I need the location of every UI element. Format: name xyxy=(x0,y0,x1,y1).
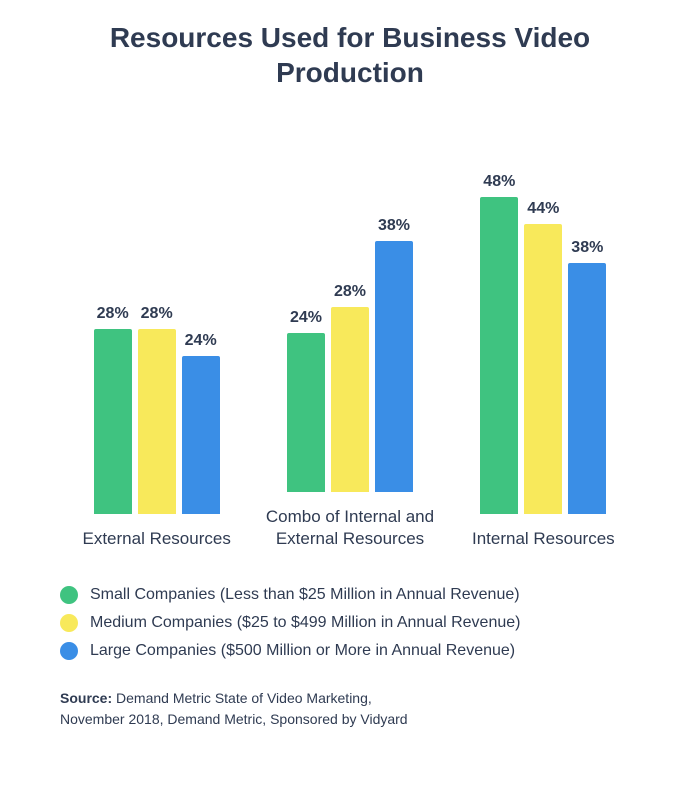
bar-label: 28% xyxy=(141,305,173,323)
source-line2: November 2018, Demand Metric, Sponsored … xyxy=(60,711,408,727)
bar-external-medium: 28% xyxy=(138,154,176,514)
legend-swatch-icon xyxy=(60,586,78,604)
bar xyxy=(568,263,606,514)
bar-group-combo: 24% 28% 38% Combo of Internal and Extern… xyxy=(253,132,446,550)
bars-external: 28% 28% 24% xyxy=(94,154,220,514)
legend-item-large: Large Companies ($500 Million or More in… xyxy=(60,642,650,660)
bar-external-small: 28% xyxy=(94,154,132,514)
legend-label: Small Companies (Less than $25 Million i… xyxy=(90,586,520,604)
bar-label: 28% xyxy=(97,305,129,323)
legend-swatch-icon xyxy=(60,614,78,632)
bar-label: 44% xyxy=(527,200,559,218)
bar xyxy=(138,329,176,514)
bar-group-external: 28% 28% 24% External Resources xyxy=(60,154,253,550)
bar xyxy=(182,356,220,514)
bar-label: 48% xyxy=(483,173,515,191)
group-label: Internal Resources xyxy=(472,528,615,550)
legend-item-medium: Medium Companies ($25 to $499 Million in… xyxy=(60,614,650,632)
bar xyxy=(287,333,325,491)
chart-plot-area: 28% 28% 24% External Resources 24% 28% xyxy=(50,130,650,550)
bar xyxy=(480,197,518,514)
bar-internal-medium: 44% xyxy=(524,154,562,514)
bar-internal-large: 38% xyxy=(568,154,606,514)
bar-label: 38% xyxy=(378,217,410,235)
legend-label: Medium Companies ($25 to $499 Million in… xyxy=(90,614,520,632)
legend: Small Companies (Less than $25 Million i… xyxy=(50,586,650,660)
legend-item-small: Small Companies (Less than $25 Million i… xyxy=(60,586,650,604)
source-line1: Demand Metric State of Video Marketing, xyxy=(112,690,372,706)
bar-label: 24% xyxy=(185,332,217,350)
chart-title: Resources Used for Business Video Produc… xyxy=(50,20,650,90)
bar xyxy=(94,329,132,514)
bar xyxy=(375,241,413,492)
bar xyxy=(524,224,562,514)
source-citation: Source: Demand Metric State of Video Mar… xyxy=(50,688,650,730)
group-label: Combo of Internal and External Resources xyxy=(260,506,440,550)
bar-label: 38% xyxy=(571,239,603,257)
bar-external-large: 24% xyxy=(182,154,220,514)
bar-combo-small: 24% xyxy=(287,132,325,492)
bars-internal: 48% 44% 38% xyxy=(480,154,606,514)
source-label: Source: xyxy=(60,690,112,706)
group-label: External Resources xyxy=(82,528,230,550)
bar-label: 24% xyxy=(290,309,322,327)
bars-combo: 24% 28% 38% xyxy=(287,132,413,492)
bar-combo-large: 38% xyxy=(375,132,413,492)
legend-label: Large Companies ($500 Million or More in… xyxy=(90,642,515,660)
bar-internal-small: 48% xyxy=(480,154,518,514)
bar-combo-medium: 28% xyxy=(331,132,369,492)
bar-label: 28% xyxy=(334,283,366,301)
bar xyxy=(331,307,369,492)
legend-swatch-icon xyxy=(60,642,78,660)
bar-group-internal: 48% 44% 38% Internal Resources xyxy=(447,154,640,550)
